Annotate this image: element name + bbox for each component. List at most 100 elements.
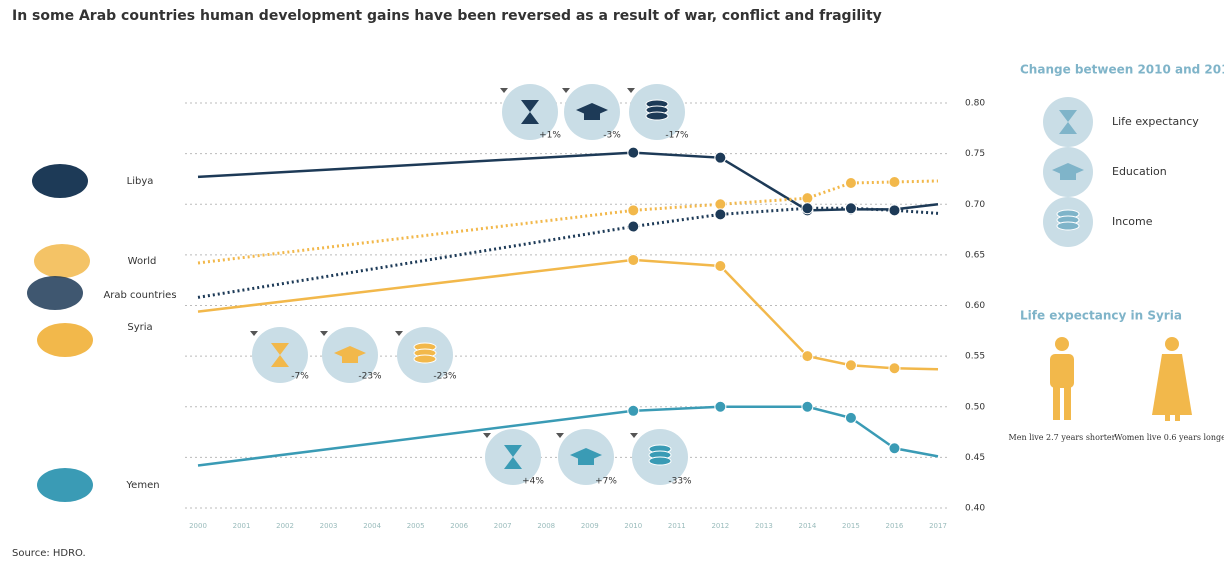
change-arrow — [627, 88, 635, 93]
cap-base — [578, 458, 594, 465]
series-line — [197, 151, 939, 212]
point — [627, 204, 640, 217]
change-arrow — [556, 433, 564, 438]
point — [627, 253, 640, 266]
annotation-glyph — [648, 444, 672, 466]
change-arrow — [250, 331, 258, 336]
annotation-glyph — [570, 448, 602, 465]
y-tick-label: 0.40 — [965, 504, 985, 514]
point — [844, 359, 857, 372]
legend-glyph — [1052, 163, 1084, 180]
point — [714, 260, 727, 273]
series-label: Yemen — [125, 480, 159, 491]
annotation-glyph — [504, 445, 522, 469]
source: Source: HDRO. — [12, 548, 86, 559]
country-icon — [37, 468, 93, 502]
cap-base — [584, 113, 600, 120]
series-label: World — [128, 256, 157, 267]
x-tick-label: 2017 — [929, 522, 947, 530]
y-tick-label: 0.80 — [965, 99, 985, 109]
change-label: -17% — [665, 131, 689, 141]
cap-base — [342, 356, 358, 363]
point — [888, 442, 901, 455]
women-caption: Women live 0.6 years longer — [1114, 433, 1224, 442]
y-tick-label: 0.55 — [965, 352, 985, 362]
x-tick-label: 2016 — [886, 522, 904, 530]
annotation-glyph — [413, 342, 437, 364]
coin-glyph — [645, 111, 669, 121]
series-label: Syria — [127, 322, 152, 333]
series-line — [197, 258, 939, 371]
change-label: -33% — [668, 477, 692, 487]
series-label: Arab countries — [103, 290, 176, 301]
panel-title: Change between 2010 and 2017 — [1020, 63, 1224, 77]
change-label: -3% — [603, 131, 621, 141]
country-icon — [27, 276, 83, 310]
y-tick-label: 0.50 — [965, 402, 985, 412]
change-label: +1% — [539, 131, 561, 141]
annotation-glyph — [521, 100, 539, 124]
legend-label: Income — [1112, 215, 1153, 228]
x-tick-label: 2002 — [276, 522, 294, 530]
x-tick-label: 2014 — [798, 522, 816, 530]
legend-label: Life expectancy — [1112, 115, 1199, 128]
coin-glyph — [1056, 221, 1080, 231]
x-tick-label: 2007 — [494, 522, 512, 530]
point — [627, 404, 640, 417]
y-tick-label: 0.75 — [965, 149, 985, 159]
x-tick-label: 2011 — [668, 522, 686, 530]
annotation-bubble — [485, 429, 541, 485]
x-tick-label: 2015 — [842, 522, 860, 530]
point — [801, 202, 814, 215]
hourglass-glyph — [271, 343, 289, 367]
point — [627, 220, 640, 233]
x-tick-label: 2004 — [363, 522, 381, 530]
change-arrow — [320, 331, 328, 336]
legend-glyph — [1056, 209, 1080, 231]
x-tick-label: 2008 — [537, 522, 555, 530]
point — [888, 204, 901, 217]
change-arrow — [395, 331, 403, 336]
x-tick-label: 2009 — [581, 522, 599, 530]
x-tick-label: 2001 — [233, 522, 251, 530]
legend-label: Education — [1112, 165, 1167, 178]
change-label: -23% — [358, 372, 382, 382]
man-figure — [1050, 337, 1074, 420]
coin-glyph — [648, 456, 672, 466]
point — [801, 350, 814, 363]
legend-bubble — [1043, 97, 1093, 147]
y-tick-label: 0.60 — [965, 301, 985, 311]
point — [844, 411, 857, 424]
hourglass-glyph — [521, 100, 539, 124]
coin-glyph — [413, 354, 437, 364]
point — [888, 175, 901, 188]
series-line — [197, 206, 939, 299]
annotation-glyph — [576, 103, 608, 120]
point — [888, 362, 901, 375]
point — [801, 192, 814, 205]
legend-glyph — [1059, 110, 1077, 134]
x-tick-label: 2013 — [755, 522, 773, 530]
change-label: +4% — [522, 477, 544, 487]
change-arrow — [483, 433, 491, 438]
point — [714, 400, 727, 413]
hourglass-glyph — [1059, 110, 1077, 134]
point — [844, 176, 857, 189]
chart-title: In some Arab countries human development… — [12, 8, 882, 24]
change-arrow — [630, 433, 638, 438]
x-tick-label: 2000 — [189, 522, 207, 530]
change-arrow — [500, 88, 508, 93]
hourglass-glyph — [504, 445, 522, 469]
change-label: -23% — [433, 372, 457, 382]
point — [714, 208, 727, 221]
point — [714, 151, 727, 164]
annotation-bubble — [502, 84, 558, 140]
annotation-glyph — [334, 346, 366, 363]
annotation-bubble — [252, 327, 308, 383]
y-tick-label: 0.65 — [965, 250, 985, 260]
x-tick-label: 2005 — [407, 522, 425, 530]
series-line — [197, 179, 939, 265]
change-label: -7% — [291, 372, 309, 382]
